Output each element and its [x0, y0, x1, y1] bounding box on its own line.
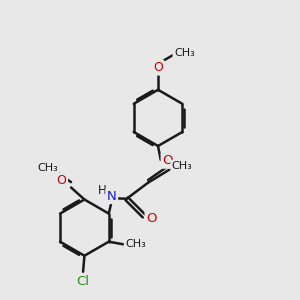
Text: H: H [98, 184, 107, 197]
Text: CH₃: CH₃ [37, 163, 58, 173]
Text: O: O [146, 212, 157, 225]
Text: CH₃: CH₃ [174, 48, 195, 58]
Text: Cl: Cl [76, 275, 90, 288]
Text: O: O [162, 154, 172, 167]
Text: O: O [57, 174, 67, 187]
Text: O: O [153, 61, 163, 74]
Text: CH₃: CH₃ [125, 239, 146, 249]
Text: CH₃: CH₃ [172, 161, 193, 171]
Text: N: N [107, 190, 117, 202]
